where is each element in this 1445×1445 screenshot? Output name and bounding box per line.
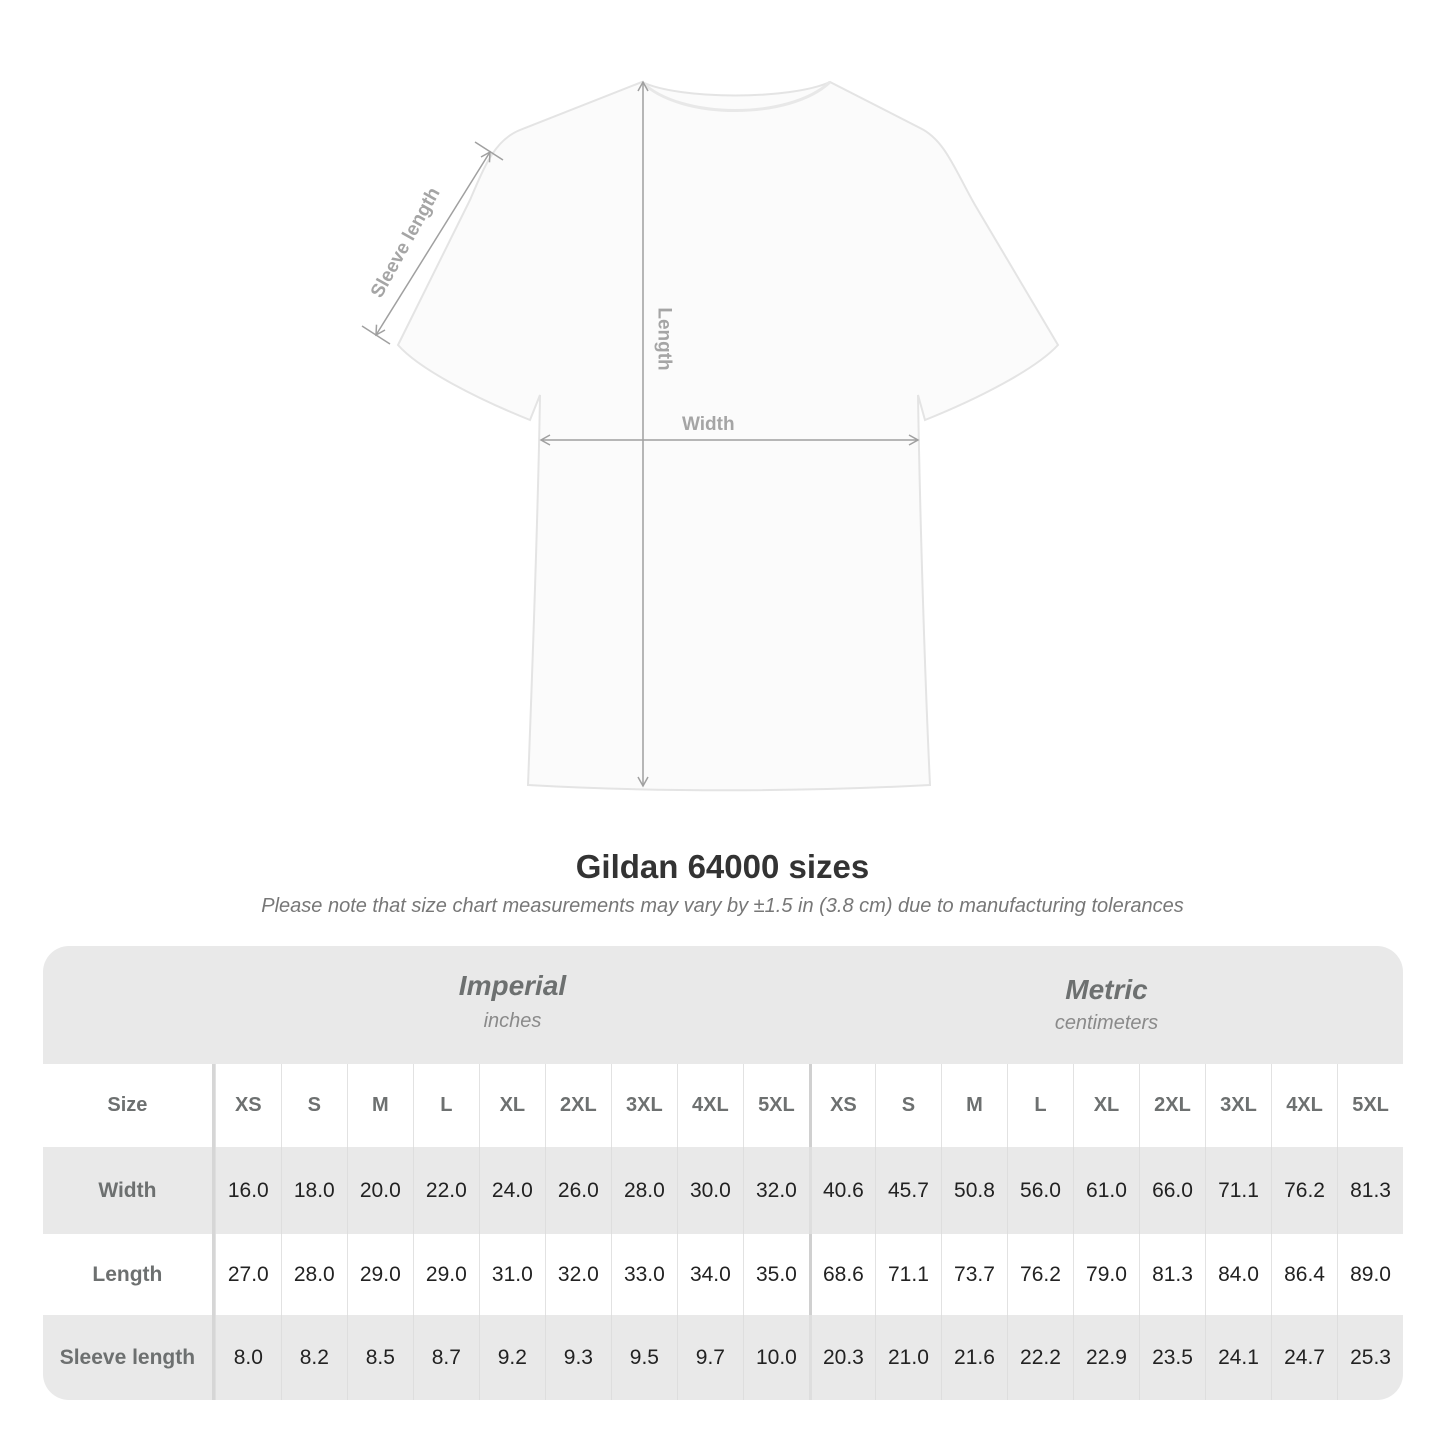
value-cell: 81.3 [1337,1147,1403,1234]
value-cell: 84.0 [1205,1234,1271,1315]
size-header-cell: S [280,1064,347,1147]
size-header-row: Size XS S M L XL 2XL 3XL 4XL 5XL XS S M L XL 2XL 3XL 4XL 5… [43,1064,1403,1147]
imperial-header: Imperial inches [215,946,810,1064]
size-header-cell: L [412,1064,479,1147]
value-cell: 16.0 [214,1147,281,1234]
size-header-cell: M [346,1064,413,1147]
table-row: Width 16.0 18.0 20.0 22.0 24.0 26.0 28.0 30.0 32.… [43,1147,1403,1234]
size-header-cell: XL [478,1064,545,1147]
value-cell: 20.0 [346,1147,413,1234]
value-cell: 24.0 [478,1147,545,1234]
size-header-cell: 4XL [676,1064,743,1147]
value-cell: 10.0 [742,1315,809,1400]
collar [640,80,832,112]
value-cell: 9.7 [676,1315,743,1400]
value-cell: 34.0 [676,1234,743,1315]
size-header-cell: M [940,1064,1007,1147]
value-cell: 33.0 [610,1234,677,1315]
value-cell: 21.6 [940,1315,1007,1400]
size-header-cell: L [1006,1064,1073,1147]
length-label: Length [653,307,675,371]
row-label: Width [43,1147,215,1234]
value-cell: 8.7 [412,1315,479,1400]
value-cell: 8.2 [280,1315,347,1400]
value-cell: 29.0 [346,1234,413,1315]
value-cell: 79.0 [1072,1234,1139,1315]
tshirt-diagram [361,80,1060,792]
page-title: Gildan 64000 sizes [575,848,870,885]
value-cell: 32.0 [742,1147,809,1234]
sleeve-arrow [375,150,491,337]
value-cell: 81.3 [1139,1234,1205,1315]
value-cell: 20.3 [808,1315,875,1400]
size-header-cell: 3XL [610,1064,677,1147]
value-cell: 45.7 [874,1147,941,1234]
value-cell: 18.0 [280,1147,347,1234]
value-cell: 35.0 [742,1234,809,1315]
tolerance-note: Please note that size chart measurements… [261,895,1184,917]
value-cell: 22.0 [412,1147,479,1234]
value-cell: 27.0 [214,1234,281,1315]
value-cell: 21.0 [874,1315,941,1400]
group-title: Imperial [458,970,567,1001]
table-row: Sleeve length 8.0 8.2 8.5 8.7 9.2 9.3 9.5 9.7 10.… [43,1315,1403,1400]
row-label: Sleeve length [43,1315,215,1400]
size-header-cell: 3XL [1205,1064,1271,1147]
value-cell: 31.0 [478,1234,545,1315]
width-label: Width [682,414,735,435]
value-cell: 73.7 [940,1234,1007,1315]
value-cell: 40.6 [808,1147,875,1234]
size-table: Imperial inches Metric centimeters Size X… [43,946,1403,1400]
value-cell: 9.5 [610,1315,677,1400]
size-header-cell: S [874,1064,941,1147]
size-header-cell: XS [808,1064,875,1147]
size-header-cell: XS [214,1064,281,1147]
tshirt-shape [396,80,1060,792]
value-cell: 8.5 [346,1315,413,1400]
row-label: Size [43,1064,215,1147]
value-cell: 32.0 [544,1234,611,1315]
value-cell: 9.3 [544,1315,611,1400]
value-cell: 29.0 [412,1234,479,1315]
group-unit: inches [483,1010,542,1032]
value-cell: 50.8 [940,1147,1007,1234]
value-cell: 68.6 [808,1234,875,1315]
value-cell: 24.7 [1271,1315,1337,1400]
value-cell: 56.0 [1006,1147,1073,1234]
group-title: Metric [1065,974,1148,1005]
size-header-cell: 4XL [1271,1064,1337,1147]
value-cell: 28.0 [280,1234,347,1315]
value-cell: 26.0 [544,1147,611,1234]
group-unit: centimeters [1054,1012,1159,1034]
size-header-cell: 2XL [544,1064,611,1147]
value-cell: 8.0 [214,1315,281,1400]
value-cell: 22.2 [1006,1315,1073,1400]
value-cell: 25.3 [1337,1315,1403,1400]
value-cell: 24.1 [1205,1315,1271,1400]
value-cell: 9.2 [478,1315,545,1400]
value-cell: 86.4 [1271,1234,1337,1315]
value-cell: 61.0 [1072,1147,1139,1234]
value-cell: 71.1 [874,1234,941,1315]
value-cell: 89.0 [1337,1234,1403,1315]
value-cell: 71.1 [1205,1147,1271,1234]
size-header-cell: XL [1072,1064,1139,1147]
value-cell: 76.2 [1271,1147,1337,1234]
value-cell: 28.0 [610,1147,677,1234]
value-cell: 22.9 [1072,1315,1139,1400]
size-header-cell: 5XL [742,1064,809,1147]
value-cell: 66.0 [1139,1147,1205,1234]
value-cell: 30.0 [676,1147,743,1234]
value-cell: 23.5 [1139,1315,1205,1400]
table-row: Length 27.0 28.0 29.0 29.0 31.0 32.0 33.0 34.0 35… [43,1234,1403,1315]
size-header-cell: 2XL [1139,1064,1205,1147]
value-cell: 76.2 [1006,1234,1073,1315]
metric-header: Metric centimeters [810,946,1403,1064]
size-header-cell: 5XL [1337,1064,1403,1147]
row-label: Length [43,1234,215,1315]
